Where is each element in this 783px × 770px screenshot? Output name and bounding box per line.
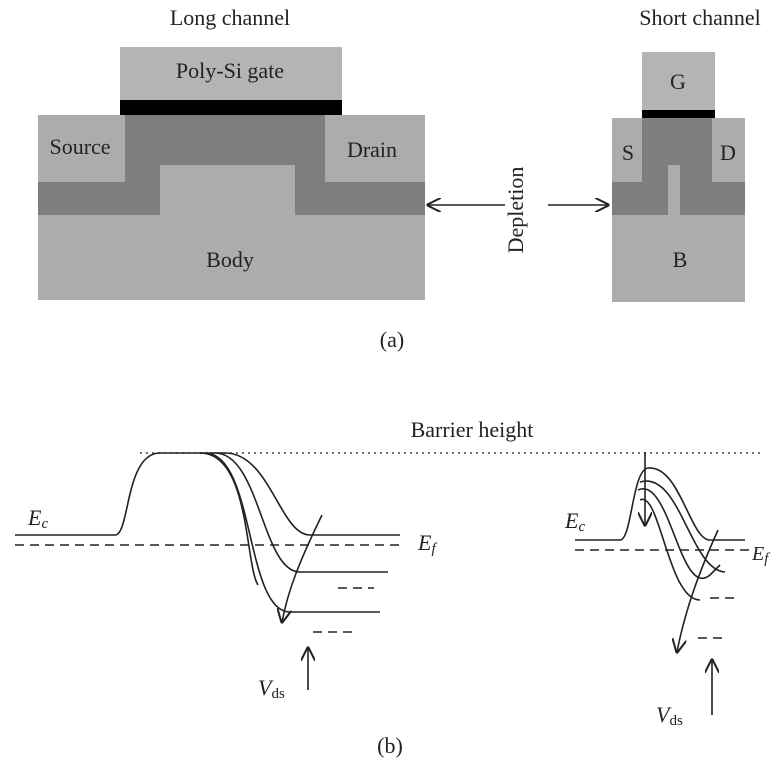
gate-oxide bbox=[642, 110, 715, 119]
drain-label: Drain bbox=[347, 137, 397, 162]
source-label: Source bbox=[49, 134, 110, 159]
ef-label: Ef bbox=[751, 543, 770, 568]
gate bbox=[120, 47, 342, 100]
source-label: S bbox=[622, 140, 634, 165]
ef-label: Ef bbox=[417, 530, 437, 557]
gate-oxide bbox=[120, 100, 342, 115]
depletion-label: Depletion bbox=[503, 167, 528, 254]
ec-label: Ec bbox=[27, 505, 48, 532]
barrier-label: Barrier height bbox=[411, 417, 534, 442]
vds-label: Vds bbox=[258, 675, 285, 702]
title: Short channel bbox=[639, 5, 761, 30]
gate-label: G bbox=[670, 69, 686, 94]
body-label: Body bbox=[206, 247, 254, 272]
title: Long channel bbox=[170, 5, 290, 30]
vds-label: Vds bbox=[656, 702, 683, 729]
drain-label: D bbox=[720, 140, 736, 165]
caption: (a) bbox=[380, 327, 404, 352]
gate-label: Poly-Si gate bbox=[176, 58, 284, 83]
depletion-region bbox=[38, 115, 425, 215]
depletion-region bbox=[612, 118, 745, 215]
gate bbox=[642, 52, 715, 110]
short-band bbox=[575, 452, 750, 715]
ec-label: Ec bbox=[564, 508, 585, 535]
body-label: B bbox=[673, 247, 688, 272]
caption: (b) bbox=[377, 733, 403, 758]
long-band bbox=[15, 452, 400, 690]
